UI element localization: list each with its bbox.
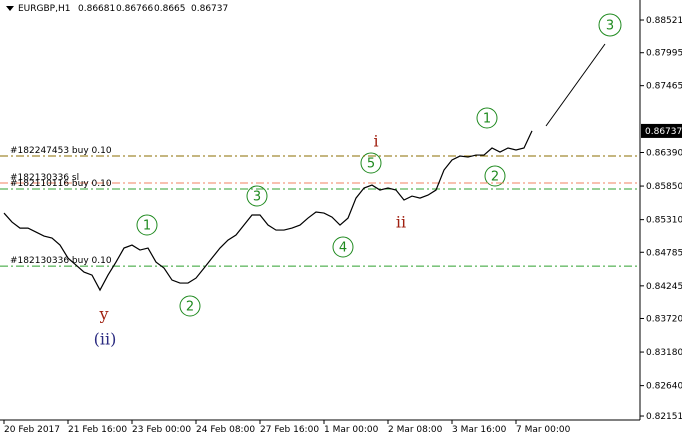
wave-label: y <box>98 305 108 324</box>
y-tick-label: 0.84245 <box>646 282 682 292</box>
x-tick-label: 7 Mar 00:00 <box>516 425 571 435</box>
wave-label: 4 <box>339 241 347 256</box>
wave-circle <box>246 185 268 207</box>
symbol: EURGBP,H1 <box>18 4 70 14</box>
wave-label: 2 <box>186 300 194 315</box>
order-label: #182130336 sl <box>10 173 79 183</box>
wave-circles <box>136 13 622 317</box>
y-tick-label: 0.87465 <box>646 82 682 92</box>
x-tick-label: 3 Mar 16:00 <box>452 425 507 435</box>
close: 0.86737 <box>191 4 228 14</box>
wave-circle <box>360 152 382 174</box>
wave-label: 1 <box>483 112 491 127</box>
y-tick-label: 0.82640 <box>646 382 682 392</box>
header: EURGBP,H1 0.86681 0.86766 0.8665 0.86737 <box>18 4 228 14</box>
wave-label: i <box>373 132 378 151</box>
y-tick-label: 0.86390 <box>646 148 682 158</box>
wave-label: 3 <box>253 190 261 205</box>
wave-label: 3 <box>606 19 614 34</box>
high: 0.86766 <box>116 4 153 14</box>
open: 0.86681 <box>78 4 115 14</box>
wave-circle <box>179 295 201 317</box>
y-tick-label: 0.82151 <box>646 412 682 422</box>
trend-line <box>545 43 606 127</box>
wave-label: ii <box>396 213 406 232</box>
y-tick-label: 0.83720 <box>646 314 682 324</box>
y-tick-label: 0.83180 <box>646 348 682 358</box>
x-tick-label: 23 Feb 00:00 <box>132 425 191 435</box>
x-tick-label: 2 Mar 08:00 <box>388 425 443 435</box>
price-line <box>3 130 533 292</box>
collapse-icon <box>6 6 14 11</box>
wave-circle <box>476 107 498 129</box>
price-box <box>641 123 682 138</box>
wave-label: 1 <box>143 219 151 234</box>
order-label: #182247453 buy 0.10 <box>10 146 112 156</box>
y-tick-label: 0.88521 <box>646 16 682 26</box>
y-tick-label: 0.85310 <box>646 216 682 226</box>
wave-label: (ii) <box>94 330 117 349</box>
wave-label: 5 <box>367 157 375 172</box>
x-tick-label: 21 Feb 16:00 <box>68 425 127 435</box>
x-tick-label: 27 Feb 16:00 <box>260 425 319 435</box>
x-tick-label: 1 Mar 00:00 <box>324 425 379 435</box>
x-tick-label: 24 Feb 08:00 <box>196 425 255 435</box>
wave-circle <box>332 236 354 258</box>
wave-circle <box>484 165 506 187</box>
wave-circle <box>136 214 158 236</box>
low: 0.8665 <box>154 4 186 14</box>
order-label: #182110116 buy 0.10 <box>10 179 112 189</box>
wave-circle <box>598 13 622 37</box>
y-tick-label: 0.85850 <box>646 182 682 192</box>
order-label: #182130336 buy 0.10 <box>10 256 112 266</box>
x-tick-label: 20 Feb 2017 <box>4 425 60 435</box>
price-box-label: 0.86737 <box>645 127 682 137</box>
y-tick-label: 0.84785 <box>646 248 682 258</box>
wave-label: 2 <box>491 170 499 185</box>
y-tick-label: 0.87995 <box>646 49 682 59</box>
